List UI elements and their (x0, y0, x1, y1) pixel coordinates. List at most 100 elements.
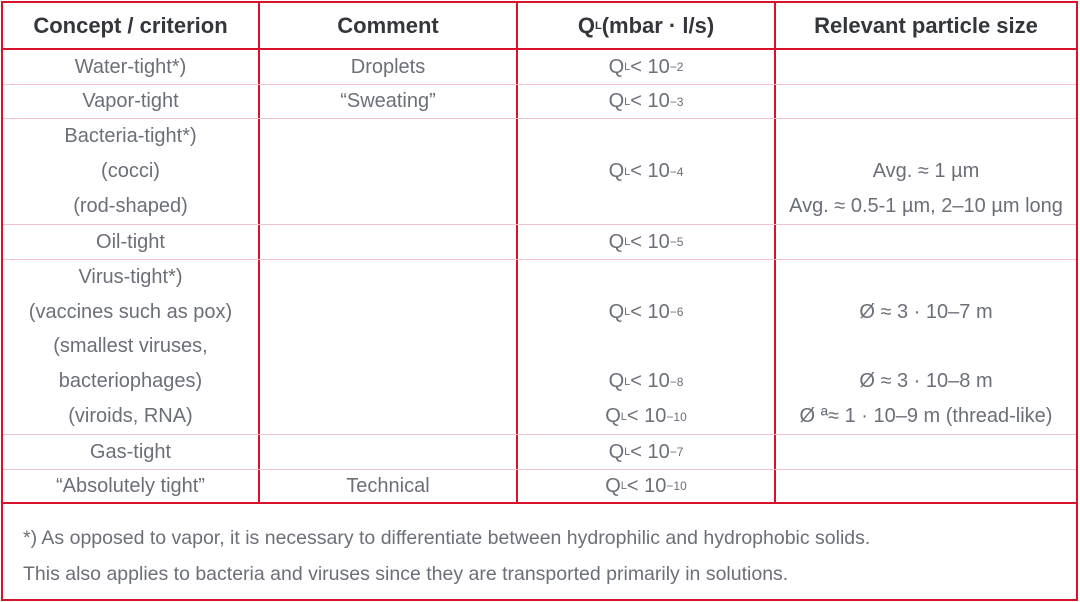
cell-line (776, 50, 1076, 84)
cell-line: Avg. ≈ 1 µm (872, 160, 980, 182)
header-ql-subscript: L (594, 19, 602, 32)
table-row: Vapor-tight “Sweating” Q L < 10 −3 (3, 85, 1076, 119)
cell-line: Gas-tight (89, 440, 172, 463)
cell-line (260, 189, 516, 224)
ql-subscript: L (624, 95, 631, 108)
ql-relation: < 10 (626, 405, 667, 428)
cell-line: Ø ª≈ 1 · 10–9 m (thread-like) (799, 405, 1053, 428)
ql-subscript: L (624, 306, 631, 319)
cell-line: “Sweating” (340, 90, 436, 112)
ql-exponent: −5 (669, 235, 684, 249)
cell-line: Vapor-tight (82, 90, 179, 112)
particle-size-cell (776, 435, 1076, 469)
ql-symbol: Q (605, 474, 621, 497)
cell-line: (smallest viruses, (53, 335, 208, 358)
cell-line (518, 189, 774, 224)
comment-cell: “Sweating” (260, 85, 518, 118)
particle-size-cell: Avg. ≈ 1 µm Avg. ≈ 0.5-1 µm, 2–10 µm long (776, 119, 1076, 224)
ql-relation: < 10 (630, 160, 670, 182)
comment-cell (260, 260, 518, 434)
cell-line: Water-tight*) (74, 55, 187, 78)
header-comment: Comment (260, 3, 518, 48)
table-body: Water-tight*) Droplets Q L < 10 −2 Vapor-tigh… (3, 50, 1076, 504)
ql-exponent: −8 (669, 374, 684, 389)
cell-line: “Absolutely tight” (56, 474, 205, 497)
ql-relation: < 10 (630, 230, 670, 253)
cell-line: Bacteria-tight*) (64, 125, 197, 147)
footnote: *) As opposed to vapor, it is necessary … (3, 504, 1076, 592)
cell-line: (rod-shaped) (73, 195, 188, 217)
ql-symbol: Q (608, 90, 625, 112)
cell-line: Virus-tight*) (78, 265, 183, 288)
cell-line: bacteriophages) (58, 370, 203, 393)
particle-size-cell: Ø ≈ 3 · 10–7 m Ø ≈ 3 · 10–8 m Ø ª≈ 1 · 10–… (776, 260, 1076, 434)
ql-symbol: Q (608, 160, 625, 182)
ql-symbol: Q (608, 230, 625, 253)
ql-exponent: −7 (669, 445, 684, 459)
header-ql-unit: (mbar · l/s) (601, 12, 715, 38)
concept-cell: Vapor-tight (3, 85, 260, 118)
cell-line: (vaccines such as pox) (28, 300, 233, 323)
ql-exponent: −4 (669, 164, 684, 179)
cell-line: Avg. ≈ 0.5-1 µm, 2–10 µm long (789, 195, 1063, 217)
ql-relation: < 10 (630, 55, 670, 78)
cell-line: (viroids, RNA) (68, 405, 193, 428)
cell-line (776, 119, 1076, 154)
ql-subscript: L (624, 165, 631, 178)
cell-line (776, 225, 1076, 259)
ql-subscript: L (624, 236, 631, 248)
table-row: Water-tight*) Droplets Q L < 10 −2 (3, 50, 1076, 85)
ql-symbol: Q (608, 300, 625, 323)
ql-exponent: −10 (666, 409, 687, 424)
concept-cell: Bacteria-tight*) (cocci) (rod-shaped) (3, 119, 260, 224)
cell-line (776, 260, 1076, 295)
particle-size-cell (776, 225, 1076, 259)
header-particle-size: Relevant particle size (814, 12, 1038, 38)
ql-subscript: L (624, 61, 631, 73)
ql-exponent: −2 (669, 60, 684, 74)
ql-exponent: −6 (669, 305, 684, 320)
cell-line (518, 260, 774, 295)
ql-relation: < 10 (630, 300, 670, 323)
ql-relation: < 10 (630, 90, 670, 112)
ql-relation: < 10 (630, 440, 670, 463)
ql-subscript: L (624, 375, 631, 388)
cell-line (260, 119, 516, 154)
ql-symbol: Q (608, 440, 625, 463)
table-row: Oil-tight Q L < 10 −5 (3, 225, 1076, 260)
concept-cell: Oil-tight (3, 225, 260, 259)
ql-relation: < 10 (630, 370, 670, 393)
cell-line: (cocci) (101, 160, 160, 182)
ql-relation: < 10 (626, 474, 667, 497)
cell-line (260, 364, 516, 399)
cell-line (776, 330, 1076, 365)
cell-line (260, 154, 516, 189)
cell-line: Technical (346, 474, 430, 497)
particle-size-cell (776, 50, 1076, 84)
cell-line (260, 295, 516, 330)
ql-symbol: Q (608, 370, 625, 393)
comment-cell: Technical (260, 470, 518, 502)
ql-symbol: Q (605, 405, 621, 428)
cell-line (776, 435, 1076, 469)
concept-cell: Gas-tight (3, 435, 260, 469)
cell-line (260, 260, 516, 295)
cell-line (518, 330, 774, 365)
concept-cell: “Absolutely tight” (3, 470, 260, 502)
ql-symbol: Q (608, 55, 625, 78)
